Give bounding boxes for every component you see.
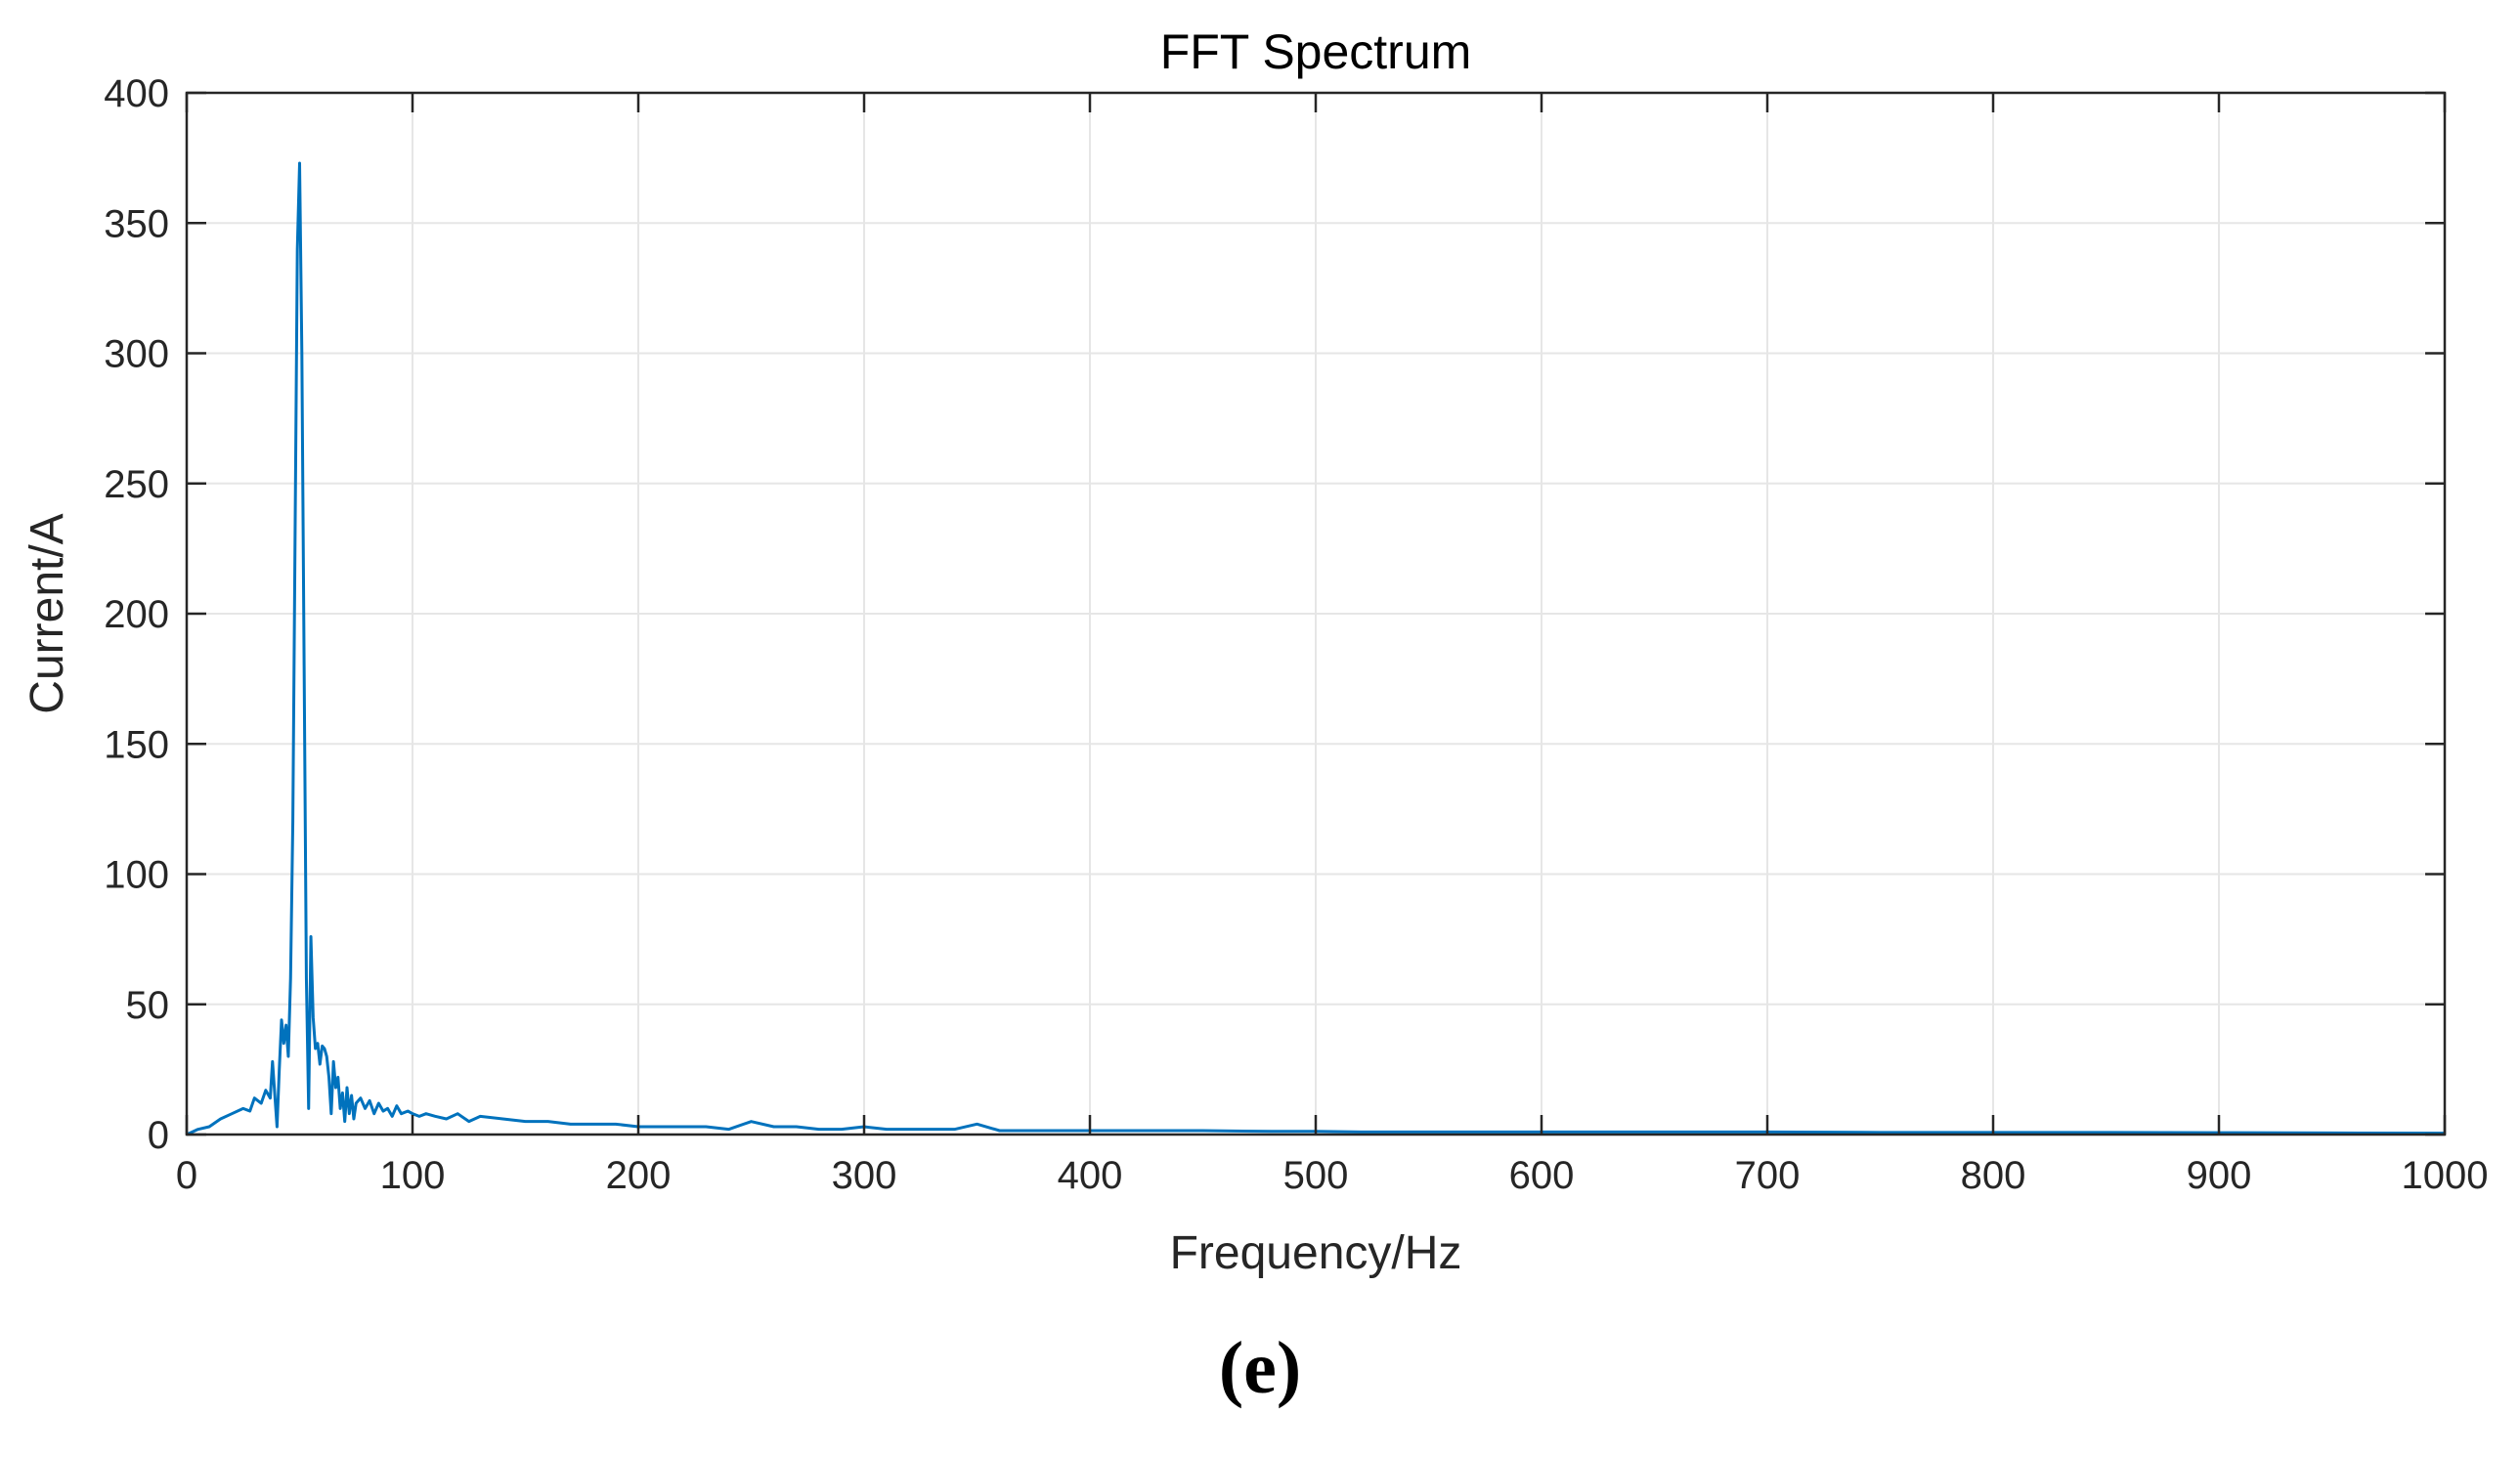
y-axis-label: Current/A [22,513,73,713]
x-tick-label: 600 [1509,1154,1575,1197]
x-tick-label: 800 [1961,1154,2026,1197]
y-tick-label: 100 [104,854,169,897]
x-tick-label: 300 [832,1154,897,1197]
x-tick-label: 400 [1058,1154,1123,1197]
line-layer [186,161,2446,1136]
y-tick-label: 350 [104,202,169,245]
tick-layer: 0 100 200 300 400 500 600 700 800 900 1000 0 50 100 15… [104,72,2488,1197]
y-tick-label: 0 [148,1114,169,1157]
grid-layer [187,93,2445,1135]
x-tick-label: 100 [380,1154,446,1197]
y-tick-label: 300 [104,333,169,376]
y-tick-label: 400 [104,72,169,115]
x-tick-label: 0 [176,1154,197,1197]
x-tick-label: 700 [1735,1154,1801,1197]
chart-title: FFT Spectrum [1160,24,1472,79]
x-axis-label: Frequency/Hz [1170,1227,1462,1279]
y-tick-label: 200 [104,593,169,636]
spectrum-line [186,161,2446,1136]
y-tick-label: 50 [126,984,170,1027]
y-tick-label: 150 [104,723,169,766]
x-tick-label: 500 [1283,1154,1349,1197]
x-tick-label: 900 [2187,1154,2252,1197]
x-tick-label: 200 [606,1154,672,1197]
x-tick-label: 1000 [2402,1154,2489,1197]
y-tick-label: 250 [104,463,169,506]
panel-label: (e) [1218,1327,1302,1409]
